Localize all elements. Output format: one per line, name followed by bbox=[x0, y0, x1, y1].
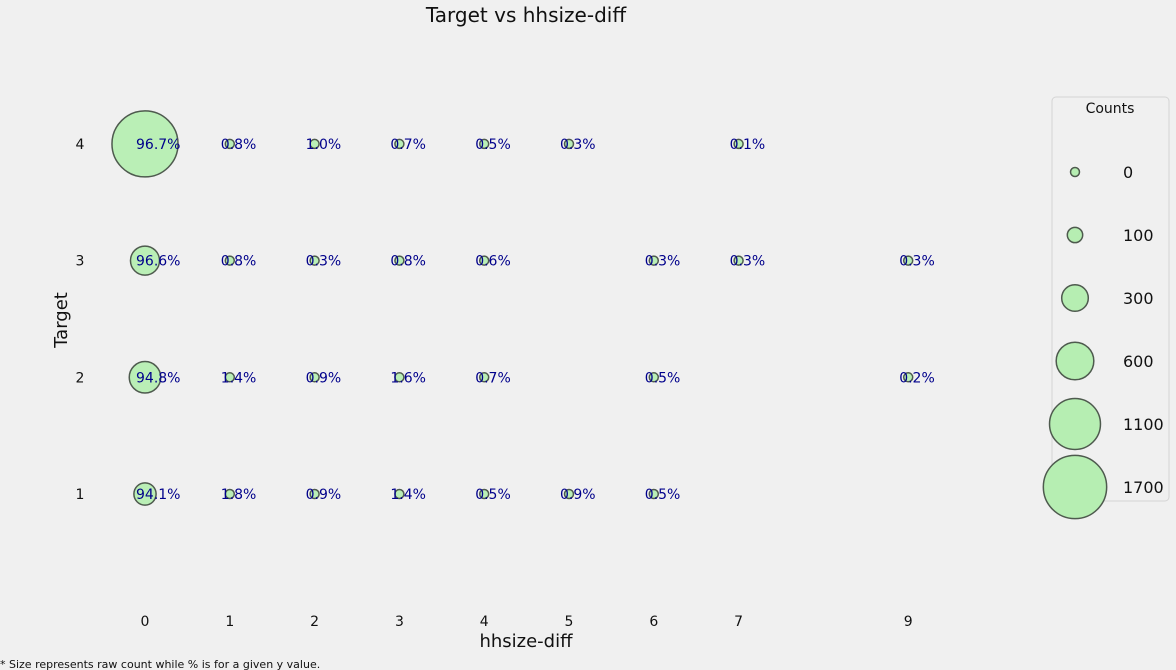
bubble-point bbox=[563, 488, 575, 500]
bubble-point bbox=[733, 255, 744, 266]
bubble-point bbox=[309, 138, 320, 150]
legend-title: Counts bbox=[1086, 101, 1135, 117]
percent-label: 0.3% bbox=[645, 254, 681, 270]
percent-label: 0.3% bbox=[560, 137, 596, 153]
percent-label: 1.8% bbox=[221, 487, 257, 503]
bubble-point bbox=[902, 255, 914, 266]
bubble-point bbox=[128, 360, 162, 394]
bubble-point bbox=[394, 372, 405, 383]
percent-label: 0.5% bbox=[645, 370, 681, 386]
legend-marker bbox=[1060, 283, 1090, 313]
percent-label: 96.7% bbox=[136, 137, 180, 153]
x-axis-label: hhsize-diff bbox=[479, 631, 573, 652]
legend-label: 1100 bbox=[1123, 415, 1164, 434]
percent-label: 1.4% bbox=[390, 487, 426, 503]
legend-label: 100 bbox=[1123, 226, 1154, 245]
bubble-point bbox=[478, 255, 490, 266]
bubble-point bbox=[111, 110, 179, 178]
bubble-point bbox=[224, 372, 236, 383]
y-tick-label: 2 bbox=[76, 370, 85, 386]
percent-label: 0.5% bbox=[475, 487, 511, 503]
bubble-point bbox=[394, 255, 405, 266]
bubble-point bbox=[129, 245, 161, 276]
bubble-point bbox=[648, 372, 660, 383]
percent-label: 1.0% bbox=[306, 137, 342, 153]
percent-label: 0.9% bbox=[306, 370, 342, 386]
legend-marker bbox=[1066, 226, 1084, 244]
legend-marker bbox=[1055, 341, 1095, 381]
percent-label: 0.3% bbox=[306, 254, 342, 270]
percent-label: 0.9% bbox=[306, 487, 342, 503]
percent-label: 0.3% bbox=[730, 254, 766, 270]
x-tick-label: 6 bbox=[649, 614, 658, 630]
legend-label: 1700 bbox=[1123, 478, 1164, 497]
percent-label: 0.2% bbox=[899, 370, 935, 386]
legend-label: 600 bbox=[1123, 352, 1154, 371]
percent-label: 0.8% bbox=[221, 137, 257, 153]
percent-label: 0.8% bbox=[390, 254, 426, 270]
y-tick-label: 1 bbox=[76, 487, 85, 503]
legend: Counts 0 100 300 600 1100 1700 bbox=[1042, 96, 1170, 520]
footnote: * Size represents raw count while % is f… bbox=[0, 658, 320, 670]
bubble-point bbox=[478, 488, 490, 500]
percent-label: 94.1% bbox=[136, 487, 180, 503]
percent-label: 96.6% bbox=[136, 254, 180, 270]
legend-marker bbox=[1069, 166, 1081, 178]
plot-area: 0 1 2 3 4 5 6 7 9 1 2 3 4 96.7% 0.8% 1.0% 0.7% 0.5% 0.3% 0.… bbox=[76, 110, 935, 630]
bubble-point bbox=[478, 372, 490, 383]
percent-label: 0.9% bbox=[560, 487, 596, 503]
bubble-point bbox=[648, 488, 660, 500]
bubble-point bbox=[733, 138, 744, 150]
percent-label: 0.3% bbox=[899, 254, 935, 270]
x-tick-label: 9 bbox=[904, 614, 913, 630]
bubble-point bbox=[309, 488, 320, 500]
bubble-point bbox=[902, 372, 914, 383]
bubble-point bbox=[224, 255, 236, 266]
legend-marker bbox=[1048, 397, 1102, 451]
bubble-point bbox=[309, 372, 320, 383]
legend-entries: 0 100 300 600 1100 1700 bbox=[1042, 163, 1164, 520]
bubble-point bbox=[224, 488, 236, 500]
percent-label: 0.6% bbox=[475, 254, 511, 270]
legend-marker bbox=[1042, 454, 1108, 520]
legend-label: 300 bbox=[1123, 289, 1154, 308]
chart-title: Target vs hhsize-diff bbox=[425, 3, 627, 27]
percent-label: 94.8% bbox=[136, 370, 180, 386]
x-tick-label: 5 bbox=[565, 614, 574, 630]
bubble-point bbox=[394, 488, 405, 500]
percent-label: 0.7% bbox=[390, 137, 426, 153]
x-tick-label: 2 bbox=[310, 614, 319, 630]
percent-label: 0.7% bbox=[475, 370, 511, 386]
y-tick-label: 3 bbox=[76, 254, 85, 270]
bubble-point bbox=[309, 255, 320, 266]
y-tick-label: 4 bbox=[76, 137, 85, 153]
x-tick-label: 3 bbox=[395, 614, 404, 630]
x-tick-label: 0 bbox=[141, 614, 150, 630]
bubble-point bbox=[394, 138, 405, 150]
x-tick-label: 1 bbox=[225, 614, 234, 630]
percent-label: 1.4% bbox=[221, 370, 257, 386]
percent-label: 0.5% bbox=[475, 137, 511, 153]
bubble-point bbox=[133, 482, 157, 506]
percent-label: 1.6% bbox=[390, 370, 426, 386]
percent-label: 0.5% bbox=[645, 487, 681, 503]
x-tick-label: 4 bbox=[480, 614, 489, 630]
percent-label: 0.1% bbox=[730, 137, 766, 153]
bubble-point bbox=[648, 255, 660, 266]
bubble-point bbox=[478, 138, 490, 150]
x-tick-label: 7 bbox=[734, 614, 743, 630]
bubble-point bbox=[224, 138, 236, 150]
legend-label: 0 bbox=[1123, 163, 1133, 182]
percent-label: 0.8% bbox=[221, 254, 257, 270]
bubble-point bbox=[563, 138, 575, 150]
y-axis-label: Target bbox=[51, 292, 72, 349]
